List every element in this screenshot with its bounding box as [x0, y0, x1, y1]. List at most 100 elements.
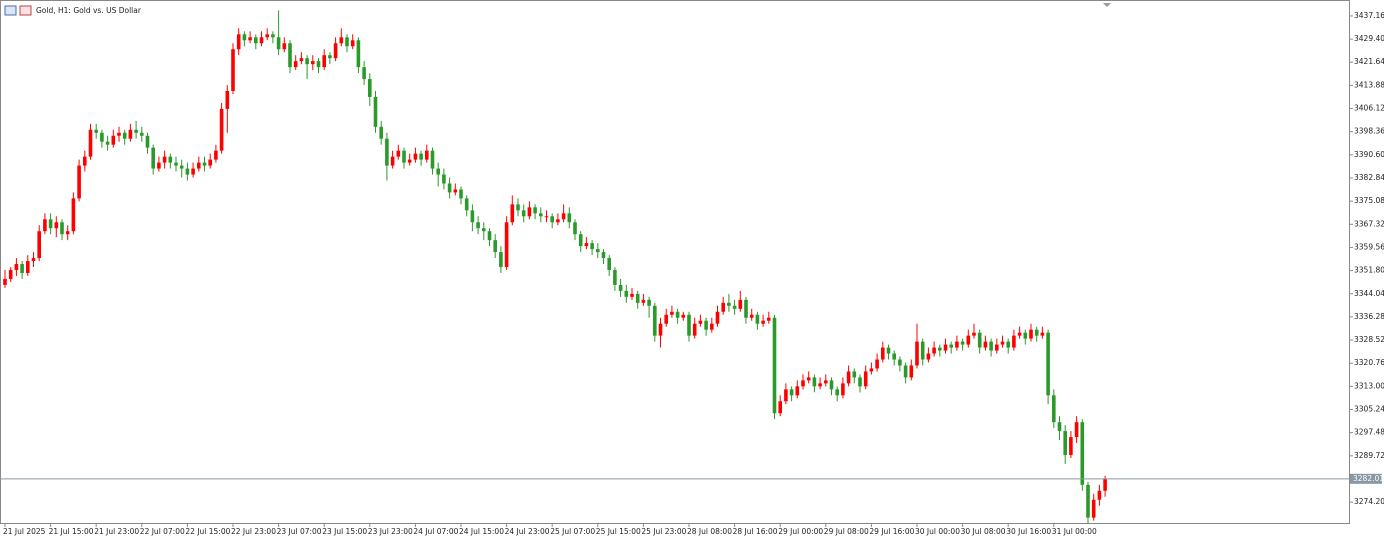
candle-body: [1052, 395, 1056, 423]
candle-body: [499, 252, 503, 268]
candle-body: [635, 293, 640, 303]
candle-body: [949, 344, 953, 348]
x-tick-label: 23 Jul 23:00: [368, 527, 413, 536]
candle-body: [812, 377, 817, 387]
candle-body: [476, 222, 480, 229]
candle-body: [1097, 490, 1102, 500]
candle-body: [208, 159, 212, 166]
candle-body: [14, 264, 19, 271]
candle-body: [527, 207, 532, 217]
candle-body: [48, 219, 53, 229]
candle-body: [305, 58, 309, 65]
x-tick-label: 21 Jul 23:00: [94, 527, 139, 536]
candle-body: [225, 90, 230, 109]
x-tick-label: 25 Jul 07:00: [550, 527, 595, 536]
x-tick-label: 22 Jul 23:00: [231, 527, 276, 536]
candle-body: [487, 231, 492, 241]
candle-body: [601, 252, 606, 259]
candle-body: [1103, 478, 1107, 491]
candle-body: [618, 284, 623, 291]
candle-body: [402, 150, 406, 163]
candle-body: [288, 43, 292, 68]
candle-body: [647, 299, 651, 306]
candle-body: [829, 380, 834, 390]
candle-body: [1000, 341, 1005, 345]
x-tick-label: 21 Jul 15:00: [49, 527, 94, 536]
candle-body: [1063, 431, 1067, 455]
candle-body: [1034, 329, 1039, 336]
candle-body: [88, 129, 93, 157]
candle-body: [658, 323, 663, 336]
y-tick-label: 3274.20: [1354, 497, 1384, 506]
candle-body: [248, 37, 252, 41]
candle-body: [390, 156, 395, 166]
candle-body: [425, 150, 429, 160]
candle-body: [162, 156, 167, 163]
candle-body: [943, 344, 948, 351]
candle-body: [721, 302, 725, 312]
y-tick-label: 3297.48: [1354, 428, 1384, 437]
y-tick-label: 3344.04: [1354, 289, 1384, 298]
candle-body: [100, 132, 104, 142]
candle-body: [299, 58, 304, 62]
candle-body: [983, 341, 988, 348]
y-tick-label: 3390.60: [1354, 150, 1384, 159]
candle-body: [111, 135, 116, 145]
candle-body: [54, 222, 59, 229]
candle-body: [94, 129, 98, 133]
candle-body: [368, 79, 372, 97]
candle-body: [339, 37, 344, 44]
chart-title: Gold, H1: Gold vs. US Dollar: [36, 6, 142, 15]
x-tick-label: 28 Jul 08:00: [687, 527, 732, 536]
candle-body: [65, 231, 70, 235]
candle-body: [157, 162, 161, 169]
y-tick-label: 3359.56: [1354, 242, 1384, 251]
candle-body: [795, 386, 800, 396]
y-tick-label: 3351.80: [1354, 266, 1384, 275]
candle-body: [219, 108, 224, 151]
candle-body: [926, 353, 931, 360]
candle-body: [71, 198, 76, 232]
candle-body: [858, 377, 862, 387]
candle-body: [179, 165, 184, 169]
x-tick-label: 30 Jul 08:00: [961, 527, 1006, 536]
x-tick-label: 31 Jul 00:00: [1052, 527, 1097, 536]
candle-body: [675, 311, 680, 318]
candle-body: [322, 55, 326, 68]
candle-body: [145, 135, 150, 148]
candle-body: [544, 216, 549, 218]
candle-body: [464, 198, 469, 211]
candle-body: [539, 213, 543, 217]
candle-body: [681, 314, 686, 318]
shift-marker: [1103, 3, 1111, 7]
candle-body: [863, 371, 868, 387]
candle-body: [276, 37, 281, 50]
candle-body: [960, 341, 965, 345]
y-tick-label: 3382.84: [1354, 173, 1384, 182]
candle-body: [755, 314, 760, 324]
candle-body: [333, 43, 338, 59]
candle-body: [613, 270, 617, 285]
candle-body: [328, 55, 332, 59]
candle-body: [1023, 332, 1028, 339]
candle-body: [265, 34, 269, 38]
candle-body: [242, 34, 247, 41]
y-tick-label: 3406.12: [1354, 104, 1384, 113]
candle-body: [43, 219, 47, 232]
y-tick-label: 3336.28: [1354, 312, 1384, 321]
candle-body: [630, 293, 634, 297]
chart-icon: [4, 5, 17, 16]
candle-body: [846, 371, 851, 384]
candle-body: [789, 389, 794, 396]
candle-body: [436, 168, 440, 175]
candle-body: [727, 302, 731, 306]
candle-body: [191, 168, 195, 175]
candle-body: [687, 314, 691, 336]
candle-body: [1006, 341, 1010, 348]
candle-body: [966, 335, 971, 345]
candle-body: [670, 311, 674, 315]
candle-body: [77, 165, 81, 199]
candle-body: [607, 258, 611, 271]
candle-body: [1029, 329, 1033, 339]
